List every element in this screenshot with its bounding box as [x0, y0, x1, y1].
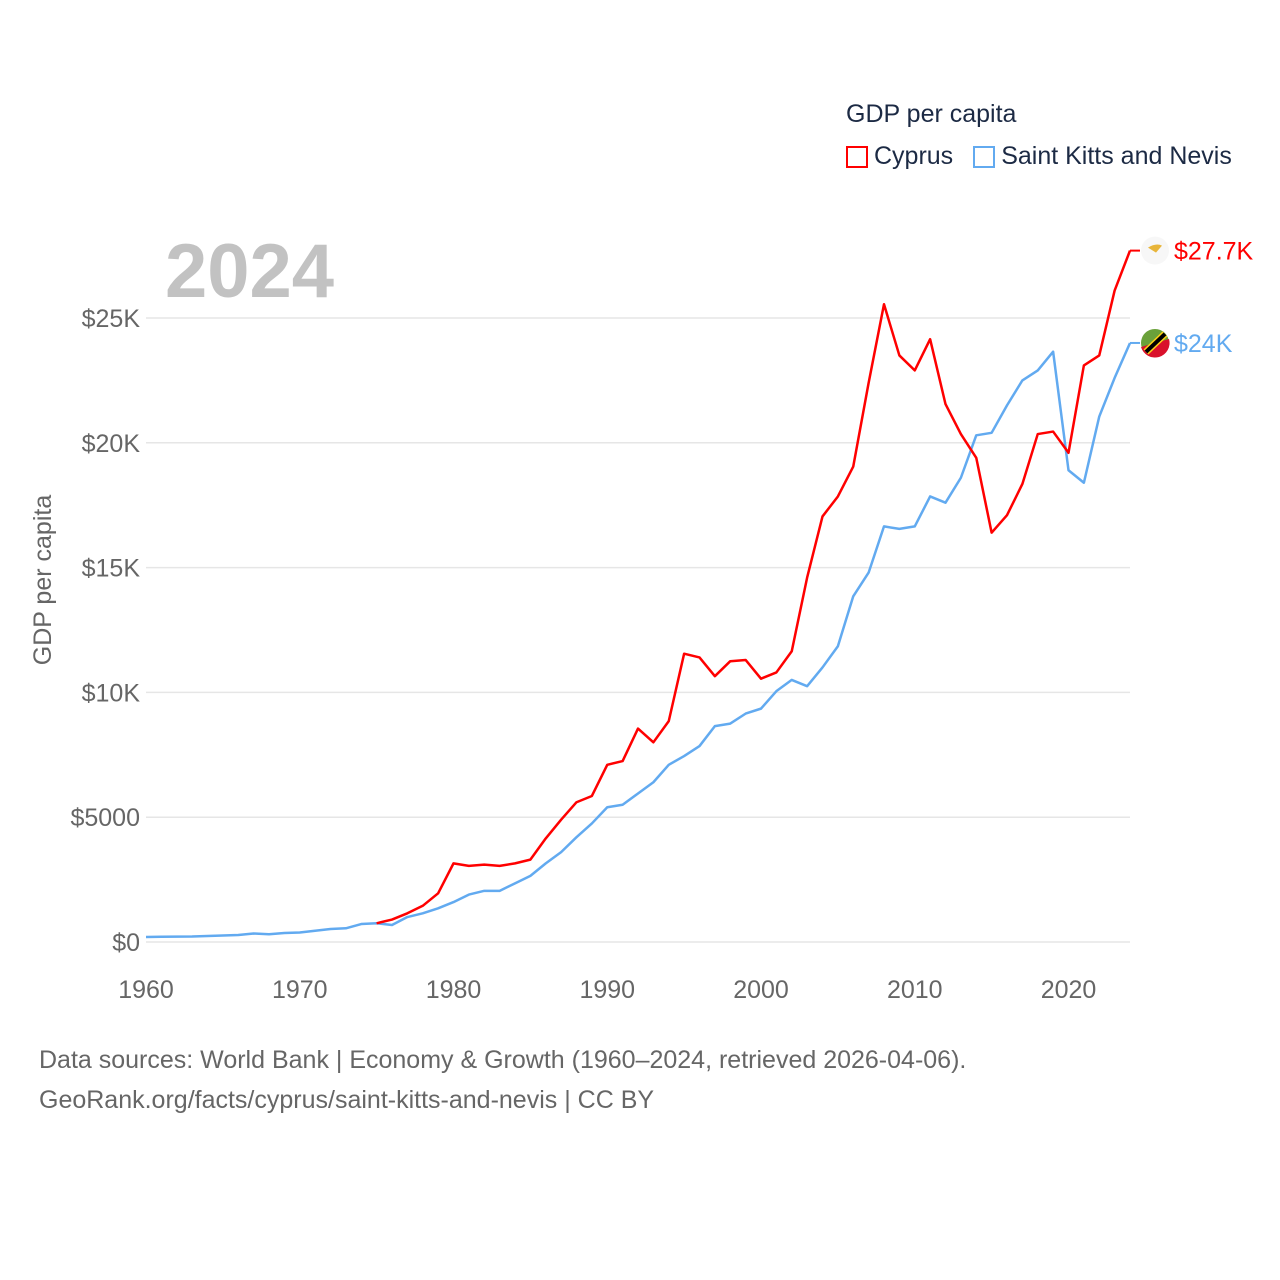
legend-label: Cyprus — [874, 142, 954, 170]
legend-item-cyprus[interactable]: Cyprus — [846, 142, 953, 171]
flag-map-shape — [1148, 244, 1162, 253]
series-line-cyprus — [376, 250, 1132, 925]
legend: Cyprus Saint Kitts and Nevis — [846, 142, 1232, 171]
x-tick-label: 1980 — [426, 976, 482, 1004]
footer-link[interactable]: GeoRank.org/facts/cyprus/saint-kitts-and… — [39, 1086, 655, 1114]
y-tick-label: $5000 — [70, 804, 140, 832]
y-axis-label: GDP per capita — [29, 495, 57, 666]
year-label: 2024 — [165, 229, 335, 314]
x-tick-label: 1970 — [272, 976, 328, 1004]
legend-swatch-saint-kitts — [973, 145, 996, 168]
footer-sources: Data sources: World Bank | Economy & Gro… — [39, 1046, 967, 1074]
legend-label: Saint Kitts and Nevis — [1001, 142, 1232, 170]
y-tick-label: $0 — [112, 929, 140, 957]
y-tick-label: $20K — [82, 430, 141, 458]
series-line-saint-kitts-and-nevis — [145, 342, 1132, 939]
y-tick-label: $10K — [82, 679, 141, 707]
x-tick-label: 1960 — [118, 976, 174, 1004]
end-value-label: $24K — [1174, 330, 1233, 358]
end-value-label: $27.7K — [1174, 238, 1254, 266]
flag-black-stripe — [1144, 332, 1167, 354]
x-tick-label: 1990 — [579, 976, 635, 1004]
legend-title: GDP per capita — [846, 100, 1017, 128]
y-tick-label: $15K — [82, 555, 141, 583]
x-tick-label: 2000 — [733, 976, 789, 1004]
legend-item-saint-kitts[interactable]: Saint Kitts and Nevis — [973, 142, 1232, 171]
x-tick-label: 2010 — [887, 976, 943, 1004]
y-tick-label: $25K — [82, 305, 141, 333]
x-tick-label: 2020 — [1041, 976, 1097, 1004]
legend-swatch-cyprus — [846, 145, 868, 168]
